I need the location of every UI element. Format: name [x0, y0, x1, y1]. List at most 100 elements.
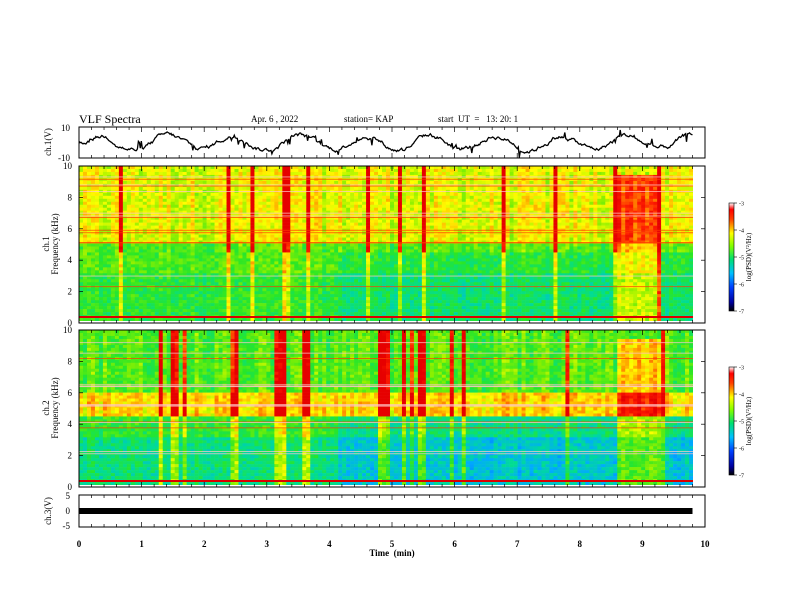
spectrogram-cell [449, 171, 455, 176]
spectrogram-cell [569, 186, 574, 191]
spectrogram-cell [669, 192, 674, 197]
spectrogram-cell [661, 252, 666, 256]
spectrogram-cell [477, 237, 482, 241]
spectrogram-cell [202, 204, 207, 209]
spectrogram-cell [146, 219, 152, 223]
spectrogram-cell [441, 198, 447, 203]
spectrogram-cell [138, 166, 144, 170]
spectrogram-cell [186, 168, 191, 173]
spectrogram-cell [501, 186, 506, 191]
spectrogram-cell [254, 234, 259, 238]
spectrogram-cell [513, 180, 518, 185]
spectrogram-cell [102, 213, 108, 217]
spectrogram-cell [637, 219, 642, 223]
spectrogram-cell [389, 222, 395, 226]
spectrogram-cell [294, 234, 299, 238]
spectrogram-cell [126, 234, 132, 238]
spectrogram-cell [401, 186, 407, 191]
spectrogram-cell [378, 246, 383, 250]
spectrogram-cell [110, 171, 116, 176]
spectrogram-cell [509, 237, 514, 241]
spectrogram-cell [186, 198, 191, 203]
spectrogram-cell [342, 222, 347, 226]
spectrogram-cell [665, 183, 670, 188]
spectrogram-cell [190, 204, 195, 209]
spectrogram-cell [322, 225, 327, 229]
spectrogram-cell [378, 166, 383, 170]
spectrogram-cell [433, 249, 439, 253]
spectrogram-cell [593, 216, 598, 220]
spectrogram-cell [633, 171, 638, 176]
spectrogram-cell [254, 171, 259, 176]
spectrogram-cell [302, 255, 307, 259]
spectrogram-cell [589, 183, 594, 188]
spectrogram-cell [182, 219, 187, 223]
spectrogram-cell [230, 195, 235, 200]
spectrogram-cell [130, 240, 136, 244]
spectrogram-cell [94, 204, 100, 209]
spectrogram-cell [274, 249, 279, 253]
spectrogram-cell [541, 168, 546, 173]
spectrogram-cell [270, 166, 275, 170]
spectrogram-cell [569, 201, 574, 206]
spectrogram-cell [238, 213, 243, 217]
spectrogram-cell [246, 225, 251, 229]
spectrogram-cell [461, 216, 467, 220]
spectrogram-cell [565, 246, 570, 250]
spectrogram-cell [433, 171, 439, 176]
spectrogram-cell [238, 183, 243, 188]
spectrogram-cell [370, 192, 375, 197]
spectrogram-cell [130, 225, 136, 229]
spectrogram-cell [338, 207, 343, 212]
spectrogram-cell [366, 195, 371, 200]
spectrogram-cell [601, 240, 606, 244]
spectrogram-cell [665, 207, 670, 212]
spectrogram-cell [645, 219, 650, 223]
spectrogram-cell [282, 192, 287, 197]
spectrogram-cell [645, 231, 650, 235]
spectrogram-cell [79, 240, 84, 244]
spectrogram-cell [477, 255, 482, 259]
spectrogram-cell [79, 186, 84, 191]
spectrogram-cell [230, 183, 235, 188]
spectrogram-cell [469, 171, 475, 176]
spectrogram-cell [146, 207, 152, 212]
spectrogram-cell [362, 258, 367, 262]
spectrogram-cell [665, 168, 670, 173]
spectrogram-cell [409, 222, 415, 226]
spectrogram-cell [302, 237, 307, 241]
spectrogram-cell [457, 225, 463, 229]
spectrogram-cell [250, 225, 255, 229]
spectrogram-cell [401, 180, 407, 185]
spectrogram-cell [501, 216, 506, 220]
spectrogram-cell [350, 195, 355, 200]
spectrogram-cell [222, 166, 227, 170]
spectrogram-cell [657, 192, 662, 197]
spectrogram-cell [641, 183, 646, 188]
spectrogram-cell [513, 255, 518, 259]
spectrogram-cell [270, 231, 275, 235]
spectrogram-cell [425, 231, 431, 235]
spectrogram-cell [601, 237, 606, 241]
spectrogram-cell [86, 225, 92, 229]
spectrogram-cell [517, 255, 522, 259]
spectrogram-cell [637, 195, 642, 200]
spectrogram-cell [481, 246, 486, 250]
spectrogram-cell [366, 171, 371, 176]
spectrogram-cell [386, 210, 391, 214]
spectrogram-cell [294, 166, 299, 170]
spectrogram-cell [194, 258, 199, 262]
spectrogram-cell [477, 246, 482, 250]
spectrogram-cell [681, 243, 686, 247]
spectrogram-cell [441, 201, 447, 206]
spectrogram-cell [198, 252, 203, 256]
spectrogram-cell [198, 243, 203, 247]
spectrogram-cell [386, 213, 391, 217]
spectrogram-cell [102, 207, 108, 212]
spectrogram-cell [437, 255, 443, 259]
spectrogram-cell [629, 192, 634, 197]
spectrogram-cell [513, 240, 518, 244]
spectrogram-cell [82, 243, 88, 247]
spectrogram-cell [102, 222, 108, 226]
spectrogram-cell [549, 246, 554, 250]
